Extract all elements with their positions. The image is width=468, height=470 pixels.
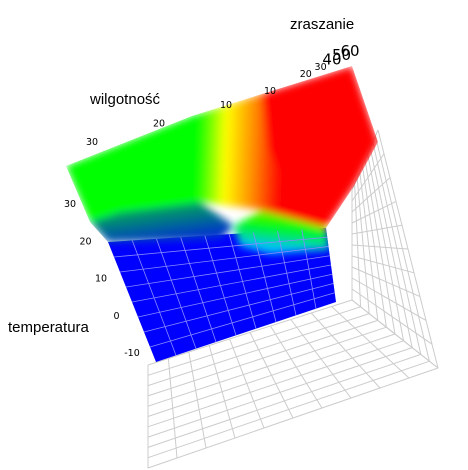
y-tick-label: 30 [315,62,327,73]
axis-label-zraszanie: zraszanie [290,16,354,33]
grid-line [269,325,323,409]
grid-line [351,277,427,321]
grid-line [147,340,404,428]
grid-line [351,255,415,274]
grid-line [310,312,381,389]
axis-label-wilgotnosc: wilgotność [89,91,161,108]
grid-line [147,360,430,459]
surface-red-ridge [262,66,378,206]
grid-line [351,299,439,369]
axis-label-temperatura: temperatura [8,319,90,336]
mesh-line [131,264,332,303]
grid-line [290,319,352,399]
grid-line [147,333,396,417]
x-tick-label: 10 [220,100,232,111]
grid-line [374,135,430,362]
mesh-line [113,236,328,258]
mesh-line [137,273,333,318]
mesh-line [119,246,329,273]
mesh-line [125,255,330,288]
z-tick-label: 0 [113,311,119,322]
grid-line [147,353,421,448]
z-tick-label: 30 [64,199,76,210]
y-tick-label: 10 [264,86,276,97]
x-tick-label: 20 [153,119,165,130]
grid-line [351,266,421,298]
y-tick-label: 20 [300,69,312,80]
grid-line [372,141,422,355]
z-tick-label: -10 [124,348,140,359]
surface-floor-grid [113,229,335,356]
y-tick-label: 40 [322,51,341,69]
grid-line [351,244,409,250]
x-tick-label: 30 [86,137,98,148]
y-tick-label: 60 [340,42,359,60]
z-tick-label: 20 [79,236,91,247]
y-tick-label: 50 [332,46,351,64]
grid-line [147,347,413,438]
grid-line [331,306,410,379]
grid-line [367,153,405,341]
surface-slope-right [234,210,330,254]
grid-line [377,129,439,369]
axis-grid [147,129,439,469]
surface-slope-left [90,202,234,242]
grid-line [369,147,413,348]
mesh-line [143,283,334,333]
z-tick-label: 10 [95,274,107,285]
grid-line [351,288,433,345]
surface-mesh [66,66,378,362]
grid-line [147,367,439,469]
mesh-line [149,292,335,348]
